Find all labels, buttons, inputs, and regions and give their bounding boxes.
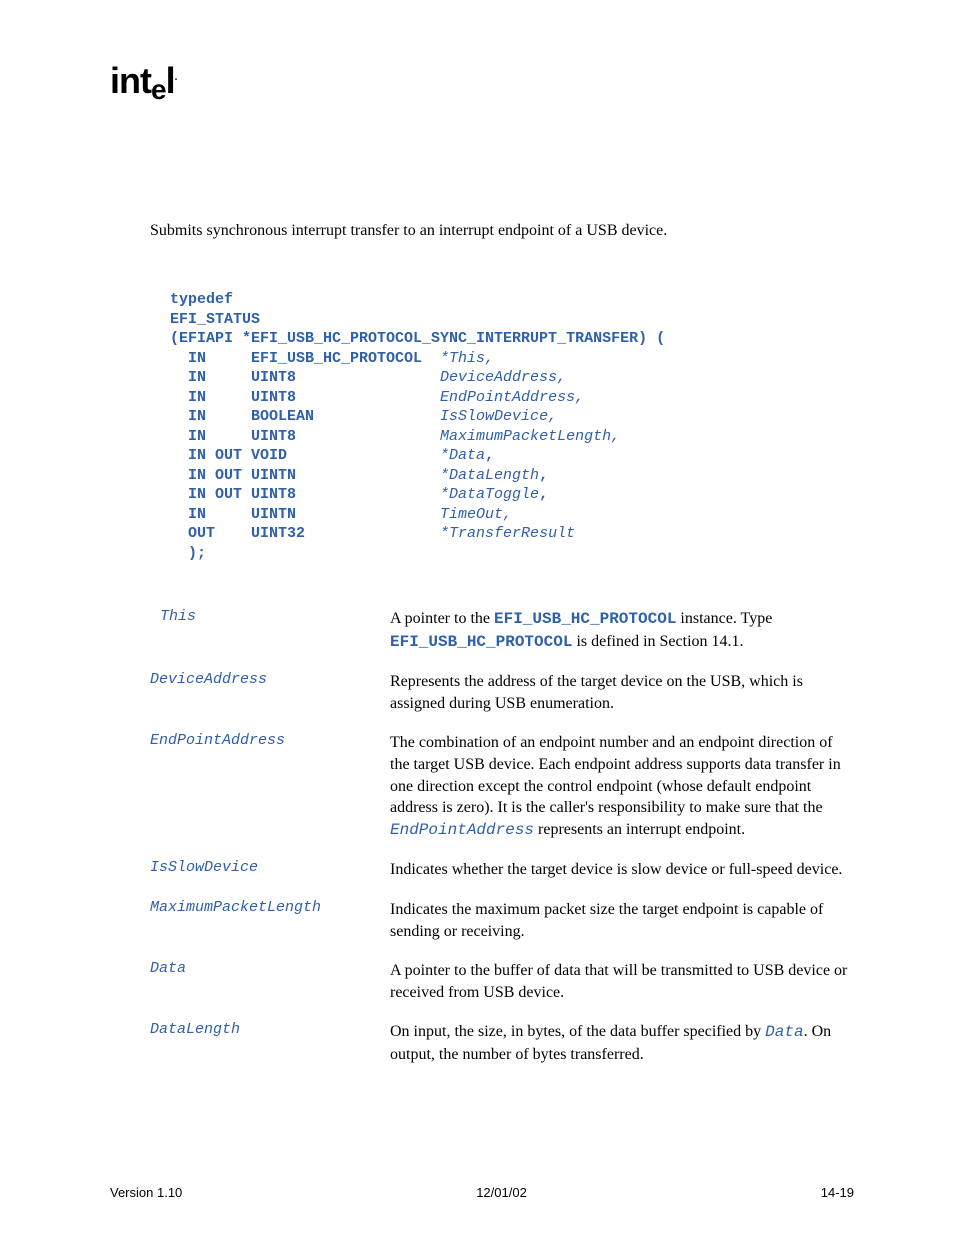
proto-p7-name: *DataLength xyxy=(440,467,539,484)
param-endpointaddress-desc: The combination of an endpoint number an… xyxy=(390,732,854,841)
proto-p10-name: *TransferResult xyxy=(440,525,575,542)
proto-p6-name: *Data xyxy=(440,447,485,464)
function-prototype: typedef EFI_STATUS (EFIAPI *EFI_USB_HC_P… xyxy=(170,290,854,563)
page-content: intel. Submits synchronous interrupt tra… xyxy=(0,0,954,1124)
param-this-name: This xyxy=(150,608,390,625)
proto-p8-end: , xyxy=(539,486,548,503)
param-datalength-desc: On input, the size, in bytes, of the dat… xyxy=(390,1021,854,1065)
param-deviceaddress: DeviceAddress Represents the address of … xyxy=(150,671,854,714)
proto-p4-name: IsSlowDevice, xyxy=(440,408,557,425)
param-maximumpacketlength: MaximumPacketLength Indicates the maximu… xyxy=(150,899,854,942)
proto-p3-mod: IN UINT8 xyxy=(170,389,440,406)
param-data-name: Data xyxy=(150,960,390,977)
proto-p5-mod: IN UINT8 xyxy=(170,428,440,445)
summary-text: Submits synchronous interrupt transfer t… xyxy=(150,222,854,240)
param-isslowdevice-desc: Indicates whether the target device is s… xyxy=(390,859,854,881)
proto-p7-end: , xyxy=(539,467,548,484)
param-deviceaddress-desc: Represents the address of the target dev… xyxy=(390,671,854,714)
proto-p3-name: EndPointAddress, xyxy=(440,389,584,406)
param-endpointaddress: EndPointAddress The combination of an en… xyxy=(150,732,854,841)
proto-p7-mod: IN OUT UINTN xyxy=(170,467,440,484)
proto-p2-mod: IN UINT8 xyxy=(170,369,440,386)
parameters-list: This A pointer to the EFI_USB_HC_PROTOCO… xyxy=(150,608,854,1066)
proto-p1-mod: IN EFI_USB_HC_PROTOCOL xyxy=(170,350,440,367)
proto-p6-mod: IN OUT VOID xyxy=(170,447,440,464)
footer-pagenum: 14-19 xyxy=(821,1185,854,1200)
proto-p6-end: , xyxy=(485,447,494,464)
proto-p9-mod: IN UINTN xyxy=(170,506,440,523)
param-endpointaddress-name: EndPointAddress xyxy=(150,732,390,749)
proto-p4-mod: IN BOOLEAN xyxy=(170,408,440,425)
proto-p8-mod: IN OUT UINT8 xyxy=(170,486,440,503)
param-isslowdevice: IsSlowDevice Indicates whether the targe… xyxy=(150,859,854,881)
param-maximumpacketlength-desc: Indicates the maximum packet size the ta… xyxy=(390,899,854,942)
param-this: This A pointer to the EFI_USB_HC_PROTOCO… xyxy=(150,608,854,653)
footer-version: Version 1.10 xyxy=(110,1185,182,1200)
proto-close: ); xyxy=(170,545,206,562)
footer-date: 12/01/02 xyxy=(476,1185,527,1200)
param-deviceaddress-name: DeviceAddress xyxy=(150,671,390,688)
proto-typedef: typedef xyxy=(170,291,233,308)
param-maximumpacketlength-name: MaximumPacketLength xyxy=(150,899,390,916)
param-this-desc: A pointer to the EFI_USB_HC_PROTOCOL ins… xyxy=(390,608,854,653)
intel-logo: intel. xyxy=(110,60,854,102)
page-footer: Version 1.10 12/01/02 14-19 xyxy=(110,1185,854,1200)
proto-signature: (EFIAPI *EFI_USB_HC_PROTOCOL_SYNC_INTERR… xyxy=(170,330,665,347)
param-data: Data A pointer to the buffer of data tha… xyxy=(150,960,854,1003)
param-datalength: DataLength On input, the size, in bytes,… xyxy=(150,1021,854,1065)
proto-p9-name: TimeOut, xyxy=(440,506,512,523)
proto-p1-name: *This, xyxy=(440,350,494,367)
param-data-desc: A pointer to the buffer of data that wil… xyxy=(390,960,854,1003)
proto-p8-name: *DataToggle xyxy=(440,486,539,503)
param-isslowdevice-name: IsSlowDevice xyxy=(150,859,390,876)
proto-p2-name: DeviceAddress, xyxy=(440,369,566,386)
proto-p5-name: MaximumPacketLength, xyxy=(440,428,620,445)
proto-p10-mod: OUT UINT32 xyxy=(170,525,440,542)
param-datalength-name: DataLength xyxy=(150,1021,390,1038)
proto-status: EFI_STATUS xyxy=(170,311,260,328)
